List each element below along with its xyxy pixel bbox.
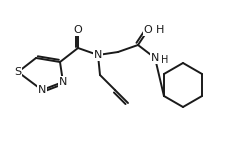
Text: N: N (38, 85, 46, 95)
Text: N: N (94, 50, 102, 60)
Text: N: N (151, 53, 159, 63)
Text: O: O (74, 25, 82, 35)
Text: N: N (59, 77, 67, 87)
Text: S: S (14, 67, 22, 77)
Text: H: H (161, 55, 168, 65)
Text: H: H (156, 25, 164, 35)
Text: O: O (144, 25, 152, 35)
